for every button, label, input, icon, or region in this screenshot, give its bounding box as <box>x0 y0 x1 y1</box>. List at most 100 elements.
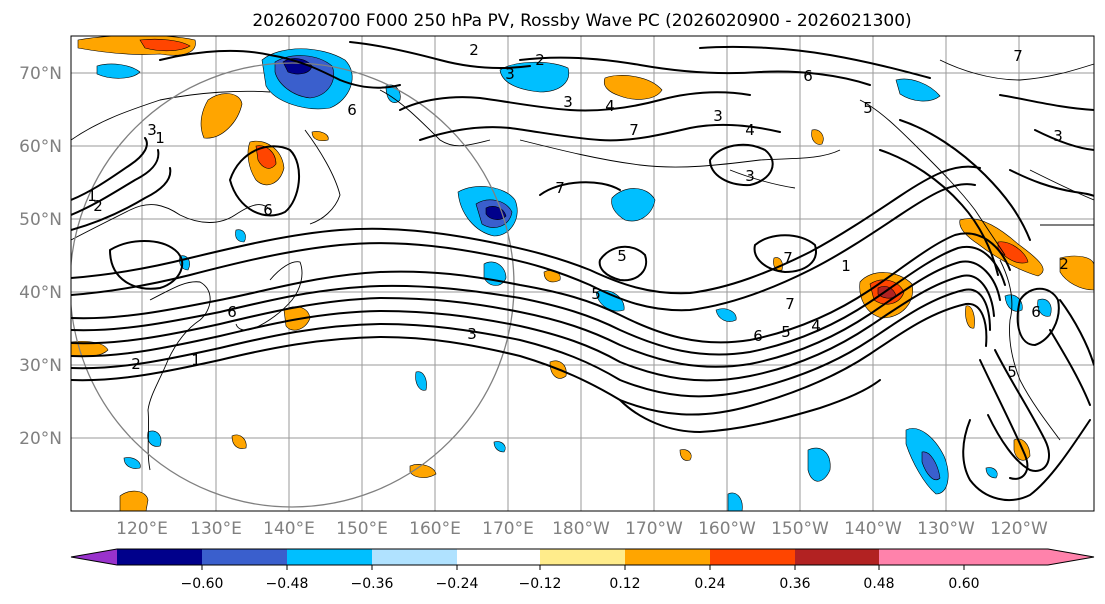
shade-blob <box>235 229 246 243</box>
contour-label: 1 <box>841 257 851 275</box>
contour-label: 3 <box>147 121 157 139</box>
map-frame <box>70 35 1095 512</box>
colorbar-segment <box>372 549 457 565</box>
shade-blob <box>96 63 141 79</box>
colorbar-tick-label: −0.12 <box>519 576 562 592</box>
colorbar-segment <box>710 549 795 565</box>
lon-label: 160°E <box>409 519 461 539</box>
map-panel: 2 2 3 3 4 5 6 6 7 7 3 4 3 6 1 2 1 2 3 3 … <box>71 36 1094 511</box>
shade-blob <box>409 464 437 478</box>
colorbar-segment <box>117 549 202 565</box>
contour-label: 6 <box>347 101 357 119</box>
contour-label: 6 <box>803 67 813 85</box>
longitude-labels: 120°E 130°E 140°E 150°E 160°E 170°E 180°… <box>116 519 1048 539</box>
colorbar-segment <box>795 549 879 565</box>
shade-blob <box>921 451 941 481</box>
lat-label: 30°N <box>19 356 62 376</box>
contour-label: 3 <box>1053 127 1063 145</box>
reference-circle <box>71 62 515 508</box>
shade-blob <box>493 441 506 453</box>
contour-label: 2 <box>535 51 545 69</box>
lon-label: 130°W <box>917 519 975 539</box>
shade-blob <box>679 449 692 461</box>
latitude-labels: 70°N 60°N 50°N 40°N 30°N 20°N <box>19 64 62 449</box>
contour-label: 7 <box>555 179 565 197</box>
shade-blob <box>311 131 329 142</box>
contour-label: 3 <box>713 107 723 125</box>
colorbar-tick-label: −0.36 <box>351 576 394 592</box>
lon-label: 120°E <box>116 519 168 539</box>
lat-label: 60°N <box>19 137 62 157</box>
shade-blob <box>231 434 247 449</box>
colorbar-segment <box>625 549 710 565</box>
lat-label: 70°N <box>19 64 62 84</box>
shade-blob <box>965 305 975 329</box>
contour-label: 6 <box>227 303 237 321</box>
lon-label: 150°W <box>771 519 829 539</box>
contour-label: 7 <box>1013 47 1023 65</box>
colorbar-tick-label: −0.48 <box>266 576 309 592</box>
shade-blob <box>603 75 663 100</box>
colorbar-ticks <box>201 565 965 570</box>
colorbar: −0.60 −0.48 −0.36 −0.24 −0.12 0.12 0.24 … <box>70 548 1095 592</box>
shade-blob <box>139 38 191 52</box>
lon-label: 170°W <box>625 519 683 539</box>
shade-blob <box>499 61 570 93</box>
shade-blob <box>1037 298 1052 317</box>
contour-label: 7 <box>783 249 793 267</box>
contour-label: 3 <box>745 167 755 185</box>
shade-blob <box>895 78 941 102</box>
shade-blob <box>123 457 141 469</box>
lon-label: 150°E <box>336 519 388 539</box>
contour-label: 6 <box>1031 303 1041 321</box>
colorbar-tick-label: 0.48 <box>863 576 894 592</box>
colorbar-segment <box>879 549 964 565</box>
lon-label: 170°E <box>482 519 534 539</box>
lon-label: 120°W <box>990 519 1048 539</box>
shade-blob <box>200 93 243 139</box>
contour-label: 2 <box>469 41 479 59</box>
contour-label: 1 <box>191 351 201 369</box>
lat-label: 20°N <box>19 429 62 449</box>
contour-label: 2 <box>1059 255 1069 273</box>
contour-label: 1 <box>87 187 97 205</box>
figure-title: 2026020700 F000 250 hPa PV, Rossby Wave … <box>252 11 911 31</box>
shade-blob <box>715 308 737 322</box>
lon-label: 130°E <box>190 519 242 539</box>
coastlines <box>71 59 1094 471</box>
contour-label: 5 <box>863 99 873 117</box>
contour-label: 3 <box>467 325 477 343</box>
shade-blob <box>807 447 831 482</box>
contour-label: 3 <box>505 65 515 83</box>
contour-label: 7 <box>785 295 795 313</box>
contour-label: 7 <box>629 121 639 139</box>
colorbar-tick-label: −0.60 <box>181 576 224 592</box>
colorbar-segment <box>457 549 540 565</box>
lat-label: 40°N <box>19 283 62 303</box>
pv-contours <box>71 41 1094 501</box>
contour-label: 3 <box>563 93 573 111</box>
shade-blob <box>1059 255 1094 291</box>
lon-label: 140°E <box>263 519 315 539</box>
shade-blob <box>119 490 149 511</box>
lon-label: 140°W <box>844 519 902 539</box>
shade-blob <box>727 492 743 511</box>
contour-label: 5 <box>591 285 601 303</box>
contour-label: 5 <box>617 247 627 265</box>
colorbar-segment <box>202 549 287 565</box>
contour-labels: 2 2 3 3 4 5 6 6 7 7 3 4 3 6 1 2 1 2 3 3 … <box>87 41 1069 381</box>
colorbar-segment <box>71 549 117 565</box>
lat-label: 50°N <box>19 210 62 230</box>
contour-label: 4 <box>745 121 755 139</box>
contour-label: 6 <box>263 201 273 219</box>
contour-label: 2 <box>93 197 103 215</box>
lon-label: 160°W <box>698 519 756 539</box>
contour-label: 4 <box>811 317 821 335</box>
shade-blob <box>985 467 998 479</box>
contour-label: 2 <box>131 355 141 373</box>
colorbar-segment <box>964 549 1094 565</box>
colorbar-tick-label: 0.36 <box>779 576 810 592</box>
contour-label: 6 <box>753 327 763 345</box>
colorbar-segment <box>287 549 372 565</box>
